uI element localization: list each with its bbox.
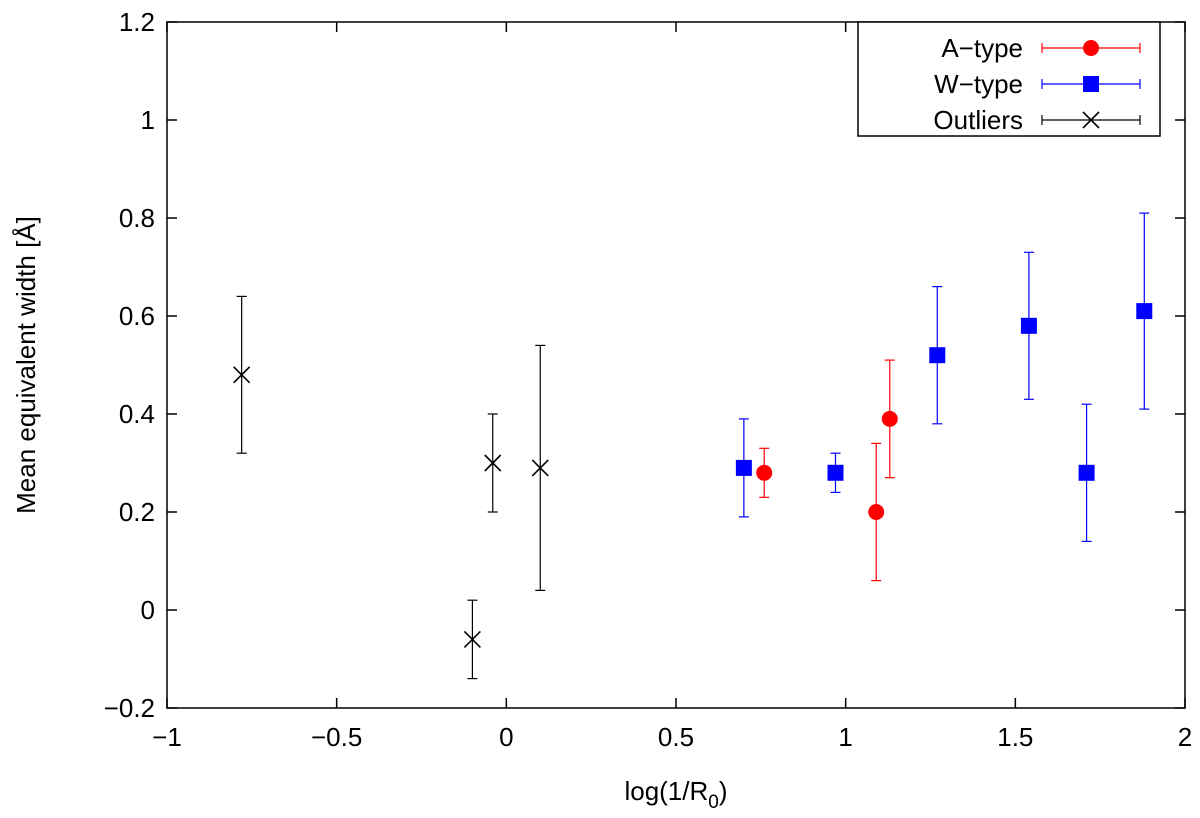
data-point xyxy=(735,459,752,476)
series-cross xyxy=(233,295,549,680)
y-tick-label: 1.2 xyxy=(119,7,155,37)
legend-marker xyxy=(1083,40,1099,56)
y-tick-label: 0.2 xyxy=(119,497,155,527)
x-tick-label: 0 xyxy=(499,722,513,752)
data-point xyxy=(463,630,481,648)
y-tick-label: 0 xyxy=(141,595,155,625)
data-point xyxy=(531,459,549,477)
legend-marker xyxy=(1083,76,1099,92)
y-tick-labels: −0.2 0 0.2 0.4 0.6 0.8 1 1.2 xyxy=(104,7,155,723)
data-point xyxy=(1078,464,1095,481)
legend: A−type W−type Outliers xyxy=(857,21,1161,137)
data-point xyxy=(1136,303,1153,320)
x-axis-title: log(1/R0) xyxy=(624,776,727,813)
data-point xyxy=(929,347,946,364)
data-point xyxy=(484,454,502,472)
y-tick-label: 0.4 xyxy=(119,399,155,429)
y-tick-label: 0.8 xyxy=(119,203,155,233)
y-tick-label: −0.2 xyxy=(104,693,155,723)
legend-box xyxy=(857,21,1161,137)
data-series xyxy=(233,212,1153,680)
x-tick-label: 0.5 xyxy=(658,722,694,752)
data-point xyxy=(233,366,251,384)
data-point xyxy=(868,504,885,520)
y-tick-label: 1 xyxy=(141,105,155,135)
x-tick-label: 2 xyxy=(1178,722,1192,752)
y-axis-title: Mean equivalent width [Å] xyxy=(11,216,41,514)
x-tick-label: −0.5 xyxy=(311,722,362,752)
x-tick-label: 1.5 xyxy=(997,722,1033,752)
legend-label: A−type xyxy=(941,33,1023,63)
x-tick-label: 1 xyxy=(838,722,852,752)
data-point xyxy=(881,410,898,427)
data-point xyxy=(827,464,844,481)
data-point xyxy=(756,464,773,481)
x-tick-label: −1 xyxy=(152,722,182,752)
legend-label: W−type xyxy=(934,69,1023,99)
legend-marker xyxy=(1082,111,1100,129)
series-circle xyxy=(756,359,898,582)
data-point xyxy=(1020,317,1037,334)
legend-label: Outliers xyxy=(933,105,1023,135)
y-tick-label: 0.6 xyxy=(119,301,155,331)
series-square xyxy=(735,212,1153,543)
x-tick-labels: −1 −0.5 0 0.5 1 1.5 2 xyxy=(152,722,1192,752)
